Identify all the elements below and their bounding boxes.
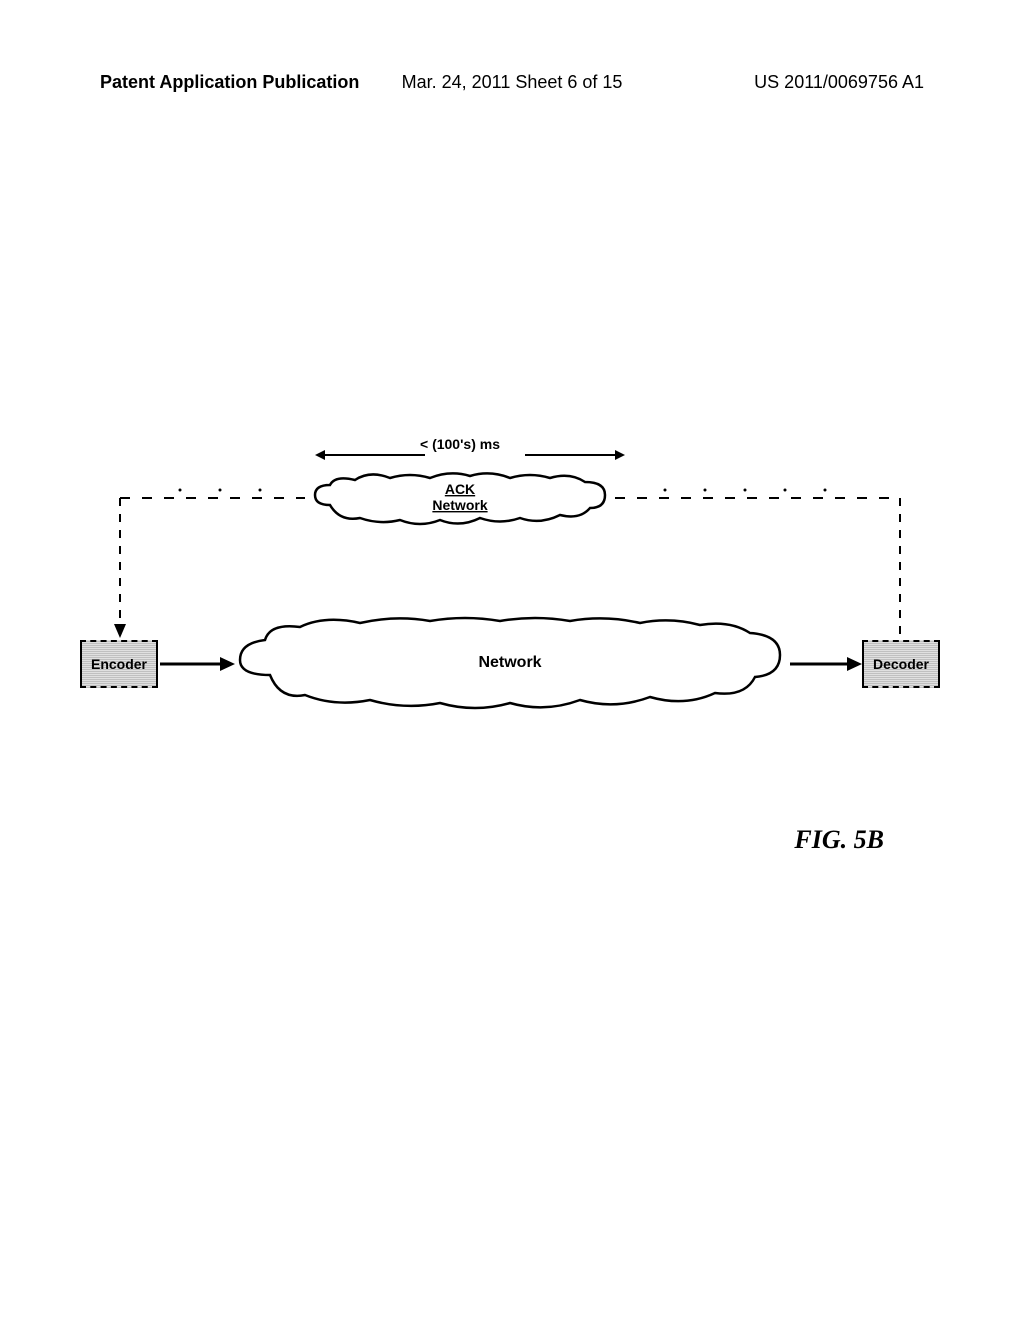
network-diagram: < (100's) ms ACK Network Network Encode <box>80 460 940 780</box>
header-patent-number: US 2011/0069756 A1 <box>754 72 924 93</box>
network-label: Network <box>478 654 541 671</box>
header-date-sheet: Mar. 24, 2011 Sheet 6 of 15 <box>402 72 623 93</box>
encoder-label: Encoder <box>91 656 147 672</box>
encoder-box: Encoder <box>80 640 158 688</box>
decoder-label: Decoder <box>873 656 929 672</box>
figure-label: FIG. 5B <box>794 825 884 855</box>
main-network-cloud: Network <box>230 615 790 715</box>
decoder-box: Decoder <box>862 640 940 688</box>
ack-connection-lines <box>80 460 940 760</box>
page-header: Patent Application Publication Mar. 24, … <box>0 72 1024 93</box>
header-publication: Patent Application Publication <box>100 72 359 93</box>
timing-label: < (100's) ms <box>420 436 500 452</box>
